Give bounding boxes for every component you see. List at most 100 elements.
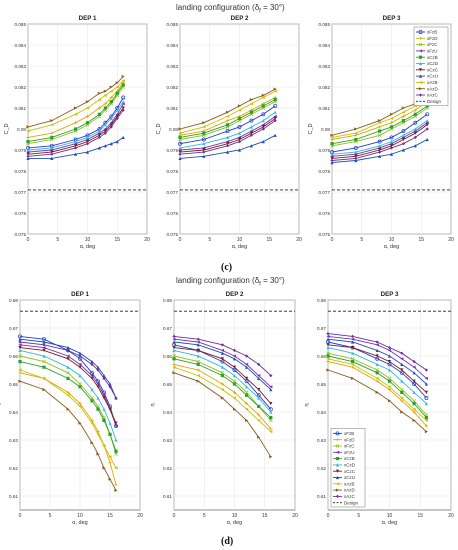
p5-point-xAzD — [269, 455, 273, 459]
p6-legend-marker-xCzU — [335, 475, 340, 480]
p3-point-xFzB — [425, 112, 430, 117]
p6-legend-marker-xCzB — [335, 457, 340, 461]
p6-point-xAzC — [387, 346, 392, 350]
p4-point-xFzC — [114, 452, 118, 456]
p1-ytick-label: 0.083 — [15, 64, 27, 69]
p6-point-xCzB — [375, 371, 379, 375]
p3-point-xCzC — [425, 123, 429, 127]
p5-point-xFzU — [196, 340, 200, 344]
p6-ytick-label: 0.66 — [317, 354, 326, 359]
p4-point-xAzC — [114, 396, 118, 400]
p5-point-xFzC — [268, 418, 273, 423]
top-title-subscript: f — [259, 8, 261, 15]
p5-point-xCzB — [172, 357, 176, 361]
p4-point-xFzU — [66, 354, 70, 358]
p4-xtick-label: 10 — [77, 513, 83, 519]
p6-point-xAzC — [424, 368, 428, 372]
p5-point-xFzC — [172, 354, 176, 358]
p5-point-xFzD — [232, 390, 237, 394]
p6-point-xCzD — [424, 402, 428, 406]
p5-point-xAzD — [245, 418, 249, 422]
p3-legend-label-xFzB: xFzB — [427, 30, 437, 35]
p3-point-xAzB — [389, 116, 394, 121]
p4-point-xAzB — [90, 421, 94, 425]
p2-point-xFzB — [201, 137, 206, 142]
p3-point-xCzD — [378, 144, 382, 148]
p6-point-xCzC — [412, 379, 416, 383]
p5-point-xAzB — [220, 388, 224, 392]
p3-point-xFzD — [354, 133, 358, 137]
p4-point-xFzU — [42, 346, 46, 350]
p2-point-xCzC — [249, 131, 253, 135]
p4-point-xAzD — [78, 421, 82, 425]
p5-ytick-label: 0.66 — [163, 354, 172, 359]
p4-point-xCzC — [96, 385, 100, 389]
p2-point-xAzB — [226, 114, 230, 118]
p6-ytick-label: 0.67 — [317, 326, 326, 331]
p2-point-xCzC — [273, 116, 277, 121]
p4-point-xCzU — [90, 360, 94, 364]
p2-ytick-label: 0.085 — [167, 22, 179, 27]
p3-point-xAzB — [401, 110, 405, 114]
p4-point-xCzD — [42, 354, 46, 358]
p1-point-xAzC — [85, 142, 90, 146]
p2-point-xAzD — [202, 121, 206, 125]
p3-ytick-label: 0.083 — [319, 64, 331, 69]
p3-point-xAzD — [354, 127, 358, 131]
p4-point-xFzD — [108, 460, 112, 464]
p2-point-xCzC — [178, 150, 182, 154]
p4-point-xCzC — [108, 407, 112, 411]
p1-point-xAzD — [97, 91, 101, 95]
p5-point-xCzD — [172, 348, 176, 352]
p6-point-xAzB — [326, 357, 330, 361]
p3-point-xCzB — [425, 104, 429, 108]
p6-point-xAzD — [387, 399, 392, 403]
p3-point-xCzC — [401, 137, 405, 142]
p6-point-xCzD — [387, 368, 392, 372]
p1-point-xCzD — [97, 129, 101, 133]
p1-point-xAzB — [50, 123, 54, 127]
p1-point-xFzD — [50, 131, 54, 135]
p5-point-xAzC — [269, 374, 273, 378]
p1-point-xAzB — [74, 112, 78, 116]
p4-point-xCzB — [18, 360, 22, 364]
p5-point-xCzD — [269, 410, 273, 414]
p1-point-xCzB — [103, 106, 107, 110]
p5-point-xCzU — [172, 340, 176, 344]
p2-ytick-label: 0.08 — [169, 127, 178, 132]
p1-point-xAzD — [26, 125, 30, 129]
p1-ytick-label: 0.078 — [15, 169, 27, 174]
p4-point-xFzD — [114, 483, 118, 487]
p3-point-xAzC — [378, 150, 382, 154]
p4-point-xCzC — [102, 396, 106, 400]
p4-xtick-label: 20 — [137, 513, 143, 519]
p6-point-xCzU — [412, 371, 416, 375]
p6-point-xFzU — [375, 343, 379, 347]
p6-point-xAzB — [375, 376, 379, 380]
p1-xtick-label: 0 — [27, 237, 30, 243]
p4-point-xAzC — [108, 385, 112, 389]
p1-point-xAzD — [121, 74, 125, 79]
p2-point-xCzB — [226, 123, 230, 127]
p1-point-xFzD — [103, 102, 107, 106]
p3-point-xFzB — [413, 120, 418, 125]
p4-xtick-label: 5 — [49, 513, 52, 519]
p2-point-xAzC — [273, 119, 277, 123]
p3-point-xFzC — [377, 133, 382, 138]
p3-point-xCzU — [354, 158, 358, 163]
p5-xtick-label: 0 — [173, 513, 176, 519]
p2-point-xAzC — [226, 144, 230, 148]
p1-point-xCzB — [74, 127, 78, 131]
p1-point-xCzU — [97, 146, 101, 150]
p5-point-xFzU — [232, 354, 237, 358]
p6-point-xFzD — [400, 399, 404, 403]
p3-point-xCzD — [389, 140, 394, 144]
p3-legend-label-xFzC: xFzC — [427, 42, 438, 47]
p3-point-xCzC — [330, 156, 334, 160]
p3-legend-marker-xFzB — [418, 30, 423, 34]
p6-point-xCzD — [375, 362, 379, 366]
p6-point-xAzB — [351, 362, 355, 366]
p6-legend-label-xCzB: xCzB — [344, 456, 355, 461]
p3-ytick-label: 0.077 — [319, 190, 331, 195]
p3-point-xFzD — [378, 125, 382, 129]
